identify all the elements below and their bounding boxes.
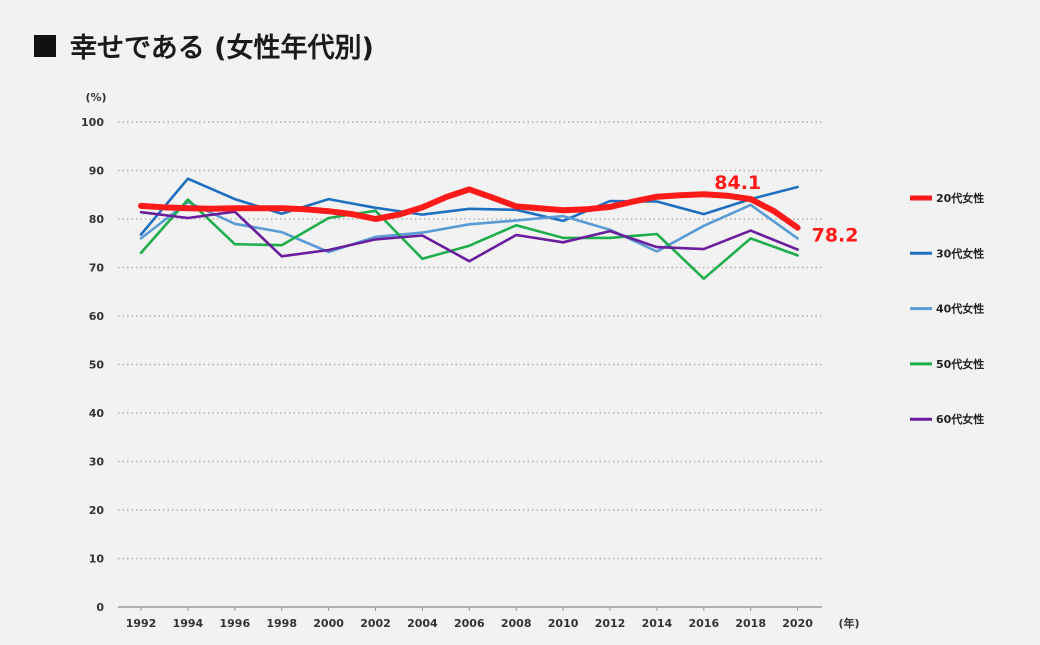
legend-label: 20代女性 bbox=[936, 191, 984, 205]
x-tick-label: 2004 bbox=[407, 617, 438, 630]
x-tick-label: 2020 bbox=[782, 617, 813, 630]
series-line-30代女性 bbox=[139, 177, 799, 236]
x-tick-label: 2008 bbox=[501, 617, 532, 630]
y-unit-label: (%) bbox=[85, 91, 106, 104]
x-unit-label: (年) bbox=[838, 616, 859, 630]
chart-title: 幸せである (女性年代別) bbox=[34, 26, 374, 65]
x-tick-label: 1996 bbox=[219, 617, 250, 630]
y-tick-label: 40 bbox=[89, 407, 105, 420]
title-square-icon bbox=[34, 34, 56, 57]
series-line-50代女性 bbox=[139, 198, 799, 281]
series-line-20代女性 bbox=[138, 186, 801, 231]
y-tick-label: 20 bbox=[89, 504, 105, 517]
y-tick-label: 60 bbox=[89, 310, 105, 323]
y-tick-label: 90 bbox=[89, 165, 105, 178]
legend-label: 40代女性 bbox=[936, 302, 984, 316]
x-tick-label: 2000 bbox=[313, 617, 344, 630]
x-tick-label: 2014 bbox=[642, 617, 673, 630]
x-tick-label: 1994 bbox=[173, 617, 204, 630]
chart-title-text: 幸せである (女性年代別) bbox=[70, 33, 374, 64]
x-tick-label: 1998 bbox=[266, 617, 297, 630]
data-label-78.2: 78.2 bbox=[812, 225, 859, 247]
legend-label: 60代女性 bbox=[936, 412, 984, 426]
data-label-84.1: 84.1 bbox=[714, 172, 761, 194]
x-tick-label: 2002 bbox=[360, 617, 391, 630]
y-tick-label: 0 bbox=[96, 601, 104, 614]
series-lines bbox=[138, 177, 801, 281]
y-tick-label: 10 bbox=[89, 553, 105, 566]
y-tick-label: 100 bbox=[81, 116, 104, 129]
legend-label: 50代女性 bbox=[936, 357, 984, 371]
legend: 20代女性 30代女性 40代女性 50代女性 60代女性 bbox=[910, 191, 984, 426]
y-tick-label: 80 bbox=[89, 213, 105, 226]
x-tick-label: 2006 bbox=[454, 617, 485, 630]
y-tick-label: 70 bbox=[89, 262, 105, 275]
x-tick-label: 2012 bbox=[595, 617, 626, 630]
legend-label: 30代女性 bbox=[936, 246, 984, 260]
x-tick-label: 1992 bbox=[126, 617, 157, 630]
y-tick-label: 50 bbox=[89, 359, 105, 372]
y-tick-label: 30 bbox=[89, 456, 105, 469]
x-tick-label: 2016 bbox=[688, 617, 719, 630]
x-tick-label: 2010 bbox=[548, 617, 579, 630]
x-tick-label: 2018 bbox=[735, 617, 766, 630]
grid-lines bbox=[118, 121, 822, 560]
axes: 0 10 20 30 40 50 60 70 80 90 100 (%) 1992 1994 1996 199… bbox=[81, 91, 860, 630]
series-line-60代女性 bbox=[139, 210, 799, 263]
annotations: 84.1 78.2 bbox=[714, 172, 858, 247]
